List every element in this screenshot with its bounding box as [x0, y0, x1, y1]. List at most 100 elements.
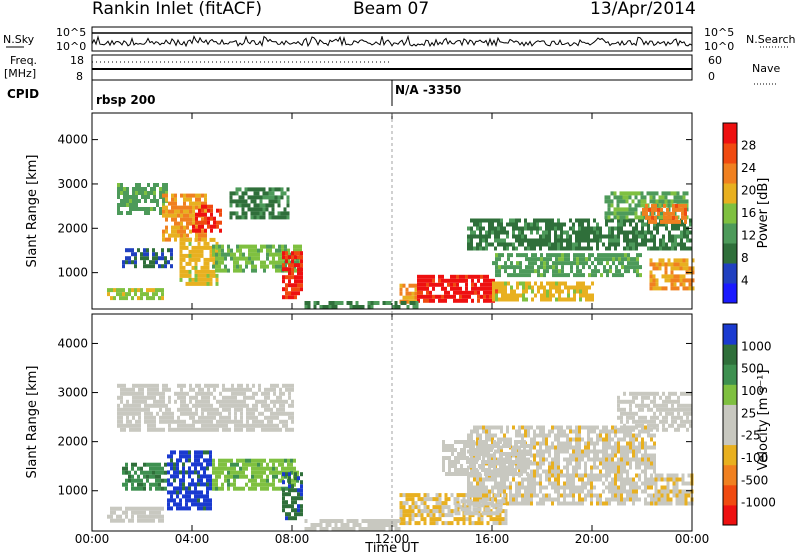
- data-cell: [635, 473, 638, 478]
- data-cell: [125, 296, 128, 301]
- data-cell: [240, 415, 243, 420]
- data-cell: [168, 387, 171, 392]
- data-cell: [221, 470, 224, 475]
- data-cell: [600, 253, 603, 258]
- data-cell: [267, 403, 270, 408]
- data-cell: [408, 497, 412, 502]
- data-cell: [137, 518, 140, 523]
- data-cell: [672, 485, 676, 490]
- data-cell: [126, 403, 129, 408]
- data-cell: [221, 462, 224, 467]
- data-cell: [652, 195, 656, 200]
- data-cell: [171, 201, 174, 206]
- data-cell: [161, 470, 164, 475]
- data-cell: [666, 501, 670, 506]
- data-cell: [234, 387, 237, 392]
- data-cell: [204, 399, 207, 404]
- data-cell: [228, 411, 231, 416]
- data-cell: [248, 458, 251, 463]
- data-cell: [209, 257, 213, 262]
- data-cell: [485, 242, 488, 247]
- data-cell: [500, 481, 503, 486]
- data-cell: [260, 478, 263, 483]
- data-cell: [200, 450, 203, 455]
- data-cell: [110, 518, 113, 523]
- data-cell: [225, 419, 228, 424]
- data-cell: [530, 437, 533, 442]
- data-cell: [153, 387, 156, 392]
- data-cell: [294, 283, 297, 288]
- data-cell: [519, 265, 522, 270]
- data-cell: [520, 460, 523, 464]
- data-cell: [666, 489, 670, 494]
- data-cell: [495, 285, 498, 290]
- data-cell: [684, 203, 687, 208]
- data-cell: [198, 201, 201, 206]
- data-cell: [450, 513, 454, 518]
- data-cell: [594, 273, 597, 278]
- data-cell: [288, 387, 291, 392]
- data-cell: [445, 444, 448, 448]
- data-cell: [117, 183, 120, 187]
- data-cell: [282, 267, 285, 272]
- data-cell: [540, 281, 543, 286]
- data-cell: [493, 460, 496, 464]
- data-cell: [171, 415, 174, 420]
- data-cell: [658, 258, 662, 263]
- data-cell: [180, 407, 183, 412]
- data-cell: [261, 427, 264, 432]
- data-cell: [518, 469, 521, 474]
- data-cell: [479, 246, 482, 251]
- data-cell: [602, 453, 605, 458]
- data-cell: [435, 497, 439, 502]
- data-cell: [207, 423, 210, 428]
- data-cell: [530, 469, 533, 474]
- data-cell: [304, 527, 308, 531]
- data-cell: [143, 482, 146, 487]
- data-cell: [675, 497, 679, 502]
- data-cell: [239, 248, 242, 253]
- data-cell: [259, 215, 263, 220]
- data-cell: [266, 466, 269, 471]
- data-cell: [152, 462, 155, 467]
- data-cell: [125, 466, 128, 471]
- data-cell: [551, 469, 554, 474]
- data-cell: [626, 411, 629, 416]
- data-cell: [635, 489, 638, 494]
- data-cell: [255, 399, 258, 404]
- data-cell: [671, 222, 674, 227]
- data-cell: [288, 516, 291, 521]
- data-cell: [162, 199, 165, 203]
- data-cell: [573, 253, 576, 258]
- data-cell: [513, 265, 516, 270]
- data-cell: [467, 501, 470, 506]
- data-cell: [557, 222, 560, 227]
- data-cell: [614, 238, 617, 243]
- data-cell: [498, 521, 502, 526]
- data-cell: [399, 517, 403, 522]
- data-cell: [182, 478, 185, 483]
- data-cell: [239, 244, 242, 249]
- data-cell: [140, 288, 143, 293]
- data-cell: [182, 486, 185, 491]
- data-cell: [450, 278, 453, 283]
- data-cell: [158, 264, 161, 269]
- data-cell: [480, 294, 483, 299]
- data-cell: [191, 265, 195, 270]
- data-cell: [585, 257, 588, 262]
- data-cell: [669, 489, 673, 494]
- data-cell: [218, 248, 221, 253]
- data-cell: [470, 429, 473, 434]
- data-cell: [596, 246, 599, 251]
- data-cell: [632, 230, 635, 235]
- data-cell: [620, 465, 623, 470]
- data-cell: [514, 460, 517, 464]
- data-cell: [200, 490, 203, 495]
- data-cell: [242, 462, 245, 467]
- data-cell: [224, 268, 227, 273]
- data-cell: [493, 503, 497, 508]
- data-cell: [117, 423, 120, 428]
- data-cell: [490, 444, 493, 448]
- data-cell: [195, 212, 198, 217]
- data-cell: [137, 474, 140, 479]
